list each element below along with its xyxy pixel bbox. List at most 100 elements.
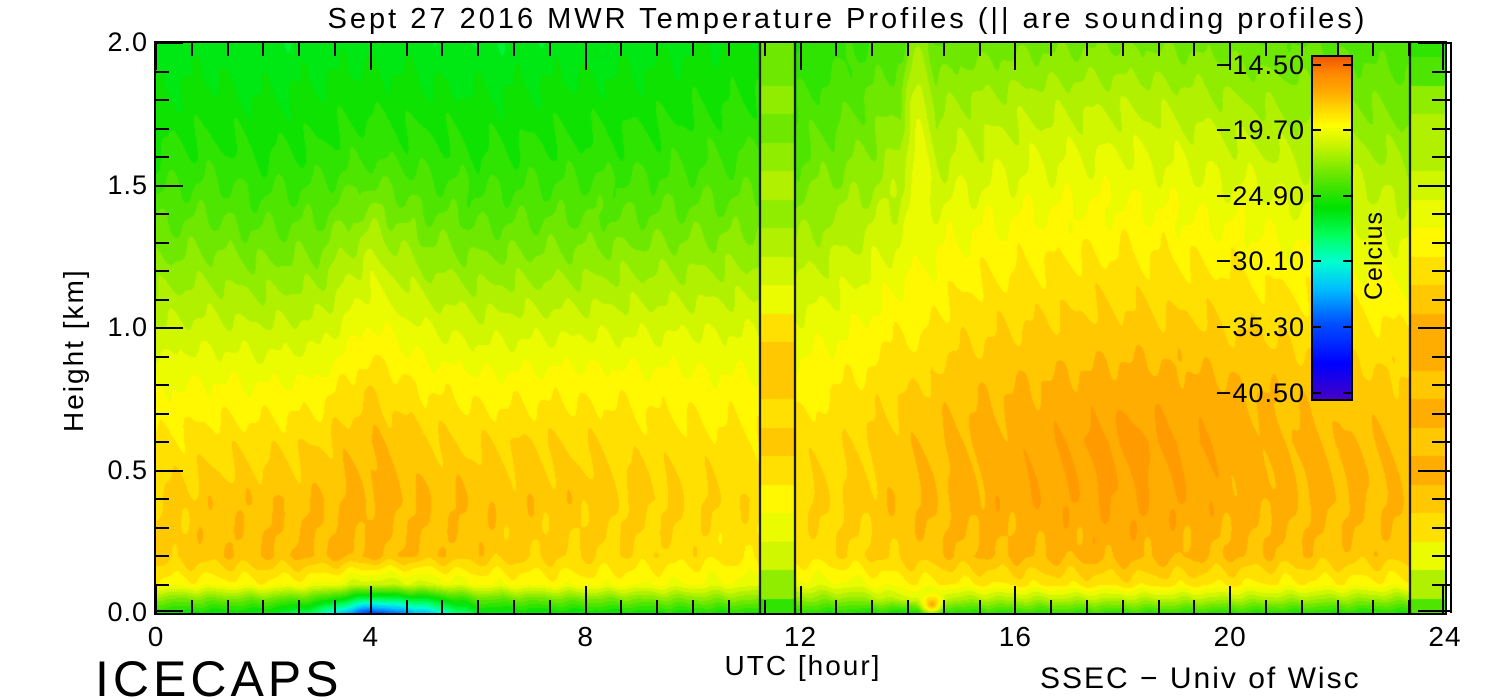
y-outer-rung — [1443, 184, 1452, 187]
y-outer-rung — [1443, 498, 1452, 500]
y-minor-tick — [156, 70, 169, 73]
x-minor-tick-top — [190, 43, 193, 56]
x-major-tick-top — [1014, 43, 1017, 70]
x-minor-tick — [763, 600, 766, 613]
x-minor-tick-top — [298, 43, 301, 56]
x-minor-tick — [1300, 600, 1303, 613]
y-tick-label: 2.0 — [107, 27, 148, 57]
x-minor-tick — [1157, 600, 1160, 613]
y-outer-rung — [1443, 213, 1452, 215]
y-outer-axis-line — [1450, 43, 1452, 613]
y-minor-tick-right — [1432, 213, 1445, 215]
x-minor-tick — [334, 600, 337, 613]
colorbar-title: Celcius — [1360, 211, 1388, 300]
x-minor-tick — [226, 600, 229, 613]
x-major-tick-top — [155, 43, 157, 70]
colorbar-tick-label: −24.90 — [1215, 180, 1305, 211]
x-minor-tick-top — [906, 43, 909, 56]
y-minor-tick — [156, 441, 169, 443]
x-minor-tick — [727, 600, 730, 613]
x-tick-label: 12 — [783, 621, 818, 652]
y-minor-tick — [156, 555, 169, 557]
colorbar-tick-label: −40.50 — [1215, 377, 1305, 408]
x-minor-tick-top — [871, 43, 874, 56]
x-major-tick — [1014, 586, 1017, 613]
y-minor-tick-right — [1432, 127, 1445, 130]
x-minor-tick — [620, 600, 623, 613]
y-major-tick — [156, 469, 183, 472]
y-outer-rung — [1443, 156, 1452, 158]
x-minor-tick-top — [1157, 43, 1160, 56]
x-minor-tick — [1372, 600, 1375, 613]
x-major-tick — [1229, 586, 1232, 613]
x-minor-tick — [477, 600, 480, 613]
y-tick-label: 1.0 — [107, 312, 148, 342]
y-outer-rung — [1443, 555, 1452, 557]
y-outer-rung — [1443, 241, 1452, 244]
x-minor-tick-top — [334, 43, 337, 56]
x-minor-tick — [1408, 600, 1411, 613]
colorbar-tick-left — [1313, 194, 1321, 197]
x-minor-tick-top — [978, 43, 981, 56]
colorbar-tick-left — [1313, 129, 1321, 132]
x-minor-tick — [656, 600, 659, 613]
x-minor-tick-top — [620, 43, 623, 56]
y-outer-rung — [1443, 99, 1452, 101]
y-outer-rung — [1443, 327, 1452, 329]
x-minor-tick-top — [1193, 43, 1196, 56]
x-minor-tick-top — [477, 43, 480, 56]
x-major-tick — [1442, 586, 1444, 613]
x-minor-tick — [298, 600, 301, 613]
y-major-tick-right — [1418, 42, 1445, 44]
y-minor-tick-right — [1432, 270, 1445, 272]
y-minor-tick — [156, 213, 169, 215]
y-outer-rung — [1443, 384, 1452, 386]
y-minor-tick-right — [1432, 99, 1445, 101]
x-minor-tick — [262, 600, 265, 613]
x-minor-tick-top — [1085, 43, 1088, 56]
x-minor-tick — [942, 600, 945, 613]
x-minor-tick-top — [727, 43, 730, 56]
y-axis-title: Height [km] — [58, 268, 89, 432]
y-minor-tick-right — [1432, 412, 1445, 415]
x-minor-tick — [1264, 600, 1267, 613]
colorbar-tick-left — [1313, 260, 1321, 263]
y-minor-tick — [156, 99, 169, 101]
colorbar-tick-label: −35.30 — [1215, 312, 1305, 343]
x-minor-tick — [978, 600, 981, 613]
y-minor-tick — [156, 156, 169, 158]
y-outer-rung — [1443, 610, 1452, 612]
y-minor-tick-right — [1432, 526, 1445, 529]
y-outer-rung — [1443, 526, 1452, 529]
colorbar-tick-label: −14.50 — [1215, 49, 1305, 80]
y-outer-rung — [1443, 42, 1452, 44]
x-minor-tick-top — [656, 43, 659, 56]
x-minor-tick-top — [1121, 43, 1124, 56]
y-outer-rung — [1443, 441, 1452, 443]
x-tick-label: 8 — [577, 621, 594, 652]
colorbar-tick-label: −19.70 — [1215, 115, 1305, 146]
x-minor-tick-top — [1050, 43, 1053, 56]
x-major-tick-top — [799, 43, 802, 70]
y-minor-tick-right — [1432, 298, 1445, 301]
x-minor-tick — [692, 600, 695, 613]
x-major-tick-top — [584, 43, 587, 70]
x-minor-tick-top — [226, 43, 229, 56]
x-minor-tick-top — [262, 43, 265, 56]
x-major-tick-top — [369, 43, 372, 70]
colorbar-tick-right — [1343, 129, 1351, 132]
x-minor-tick — [190, 600, 193, 613]
x-minor-tick-top — [1408, 43, 1411, 56]
x-minor-tick — [1336, 600, 1339, 613]
y-tick-label: 1.5 — [107, 169, 148, 200]
icecaps-label: ICECAPS — [95, 651, 343, 700]
y-minor-tick-right — [1432, 498, 1445, 500]
y-minor-tick — [156, 526, 169, 529]
x-minor-tick-top — [1336, 43, 1339, 56]
x-minor-tick — [513, 600, 516, 613]
x-minor-tick-top — [835, 43, 838, 56]
x-minor-tick-top — [763, 43, 766, 56]
y-major-tick — [156, 42, 183, 44]
x-minor-tick — [871, 600, 874, 613]
y-major-tick — [156, 184, 183, 187]
